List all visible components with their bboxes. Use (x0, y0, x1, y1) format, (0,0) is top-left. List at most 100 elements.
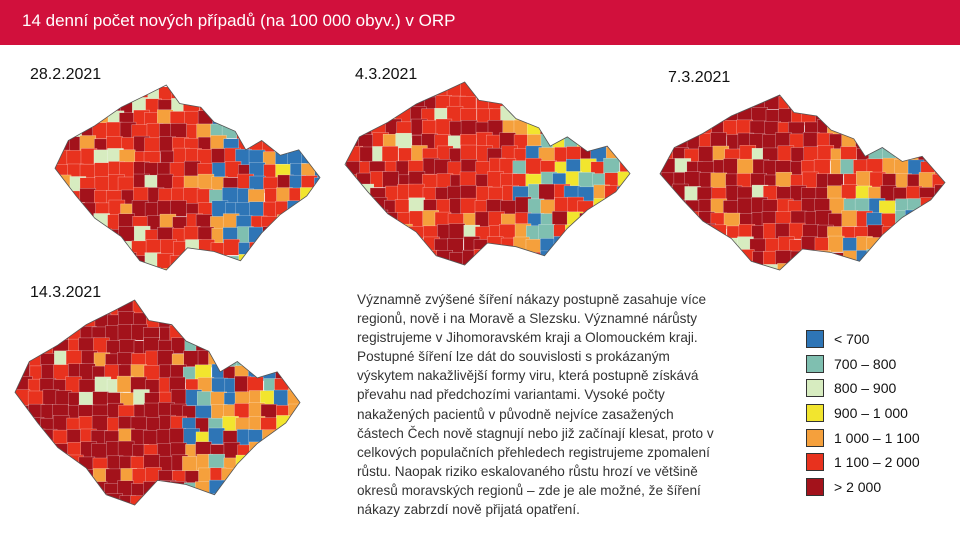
legend-label: > 2 000 (834, 478, 882, 495)
region (473, 262, 491, 265)
region (880, 252, 897, 270)
region (616, 196, 630, 214)
region (932, 209, 945, 227)
region (262, 135, 279, 153)
region (933, 95, 945, 110)
region (661, 251, 678, 269)
region (251, 96, 268, 114)
region (144, 267, 161, 270)
region (276, 125, 294, 142)
region (300, 124, 318, 142)
region (316, 241, 320, 258)
legend-swatch (806, 428, 824, 447)
region (905, 133, 922, 151)
region (866, 248, 884, 266)
region (616, 222, 630, 240)
region (434, 264, 452, 265)
region (286, 480, 300, 497)
region (302, 265, 320, 270)
region (248, 336, 266, 354)
region (486, 82, 503, 99)
map (345, 82, 630, 265)
legend-swatch (806, 354, 824, 373)
region (222, 323, 239, 341)
region (489, 263, 506, 265)
region (528, 83, 545, 100)
region (591, 120, 608, 137)
region (95, 266, 112, 270)
region (868, 105, 886, 123)
region (197, 493, 214, 505)
region (357, 109, 374, 126)
region (300, 242, 318, 259)
region (15, 431, 33, 449)
region (144, 495, 161, 505)
region (273, 252, 291, 269)
region (55, 215, 71, 232)
region (895, 95, 913, 112)
region (300, 228, 317, 246)
region (249, 201, 266, 218)
region (590, 212, 608, 229)
region (41, 457, 58, 474)
region (53, 469, 71, 486)
region (288, 326, 300, 343)
region (580, 249, 597, 265)
region (843, 107, 860, 125)
region (275, 495, 292, 505)
region (578, 238, 595, 256)
region (289, 240, 307, 257)
region (287, 112, 304, 130)
region (210, 85, 227, 100)
region (209, 300, 226, 317)
region (802, 131, 820, 149)
region (314, 85, 320, 101)
text-line: Postupné šíření lze dát do souvislosti s… (357, 349, 670, 365)
region (842, 95, 860, 112)
region (660, 196, 677, 214)
region (660, 239, 676, 256)
region (183, 264, 201, 270)
region (274, 311, 291, 328)
region (198, 313, 215, 330)
region (274, 326, 291, 344)
region (81, 96, 99, 113)
region (261, 351, 279, 368)
region (540, 250, 557, 265)
region (286, 495, 300, 505)
region (879, 95, 896, 110)
region (301, 135, 319, 152)
region (274, 352, 291, 370)
region (906, 249, 923, 266)
region (108, 242, 125, 260)
region (385, 83, 402, 101)
region (565, 263, 583, 265)
region (94, 162, 111, 179)
region (236, 481, 253, 499)
region (723, 265, 740, 270)
region (182, 494, 199, 505)
legend-item: 1 000 – 1 100 (806, 425, 920, 450)
region (814, 250, 831, 267)
region (879, 106, 897, 123)
region (856, 250, 873, 267)
region (345, 198, 363, 215)
region (15, 494, 30, 505)
region (287, 267, 305, 270)
region (55, 188, 70, 205)
region (247, 493, 264, 505)
region (660, 212, 676, 229)
region (315, 187, 320, 204)
region (616, 263, 630, 265)
region (384, 248, 401, 265)
region (826, 262, 844, 270)
region (238, 85, 255, 101)
region (514, 94, 532, 112)
region (82, 239, 99, 257)
region (879, 238, 896, 256)
region (262, 85, 279, 103)
region (159, 496, 176, 505)
header-bar (0, 0, 960, 45)
legend-label: 1 000 – 1 100 (834, 429, 920, 446)
region (697, 262, 714, 270)
